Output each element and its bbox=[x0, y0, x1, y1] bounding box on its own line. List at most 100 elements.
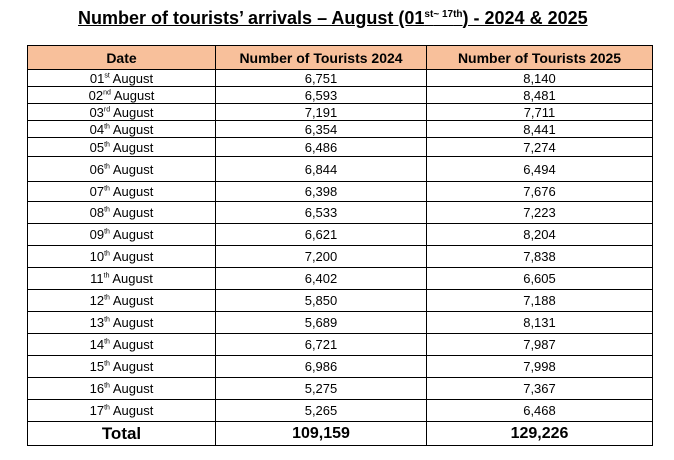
date-day: 17 bbox=[89, 403, 105, 418]
date-month: August bbox=[112, 249, 154, 264]
value-2024: 6,844 bbox=[215, 156, 427, 182]
value-2025: 7,188 bbox=[426, 289, 653, 312]
table-row: 04th August 6,354 8,441 bbox=[27, 120, 653, 138]
value-2024: 6,486 bbox=[215, 137, 427, 157]
value-2025: 7,838 bbox=[426, 245, 653, 268]
table-row: 15th August 6,986 7,998 bbox=[27, 355, 653, 378]
date-day: 07 bbox=[89, 184, 105, 199]
value-2024: 5,275 bbox=[215, 377, 427, 400]
date-suffix: th bbox=[104, 360, 110, 368]
date-month: August bbox=[113, 104, 154, 120]
value-2025: 7,998 bbox=[426, 355, 653, 378]
date-day: 12 bbox=[89, 293, 105, 308]
value-2024: 6,986 bbox=[215, 355, 427, 378]
date-suffix: th bbox=[104, 206, 110, 214]
value-2025: 7,367 bbox=[426, 377, 653, 400]
date-month: August bbox=[112, 121, 154, 137]
date-day: 13 bbox=[89, 315, 105, 330]
value-2025: 8,204 bbox=[426, 223, 653, 246]
value-2025: 7,274 bbox=[426, 137, 653, 157]
table-row: 06th August 6,844 6,494 bbox=[27, 156, 653, 182]
value-2024: 6,621 bbox=[215, 223, 427, 246]
date-cell: 16th August bbox=[27, 377, 216, 400]
value-2024: 6,533 bbox=[215, 201, 427, 224]
date-month: August bbox=[112, 315, 154, 330]
date-month: August bbox=[112, 205, 154, 220]
value-2024: 6,751 bbox=[215, 69, 427, 87]
table-row: 05th August 6,486 7,274 bbox=[27, 137, 653, 157]
date-cell: 08th August bbox=[27, 201, 216, 224]
date-cell: 05th August bbox=[27, 137, 216, 157]
date-day: 11 bbox=[90, 271, 104, 286]
date-day: 14 bbox=[89, 337, 105, 352]
date-day: 05 bbox=[89, 139, 105, 155]
value-2024: 7,200 bbox=[215, 245, 427, 268]
table-row: 12th August 5,850 7,188 bbox=[27, 289, 653, 312]
date-month: August bbox=[113, 87, 155, 103]
date-cell: 07th August bbox=[27, 181, 216, 202]
date-month: August bbox=[112, 381, 154, 396]
date-suffix: nd bbox=[103, 89, 111, 97]
table-body: 01st August 6,751 8,140 02nd August 6,593 8,4… bbox=[27, 69, 653, 446]
date-cell: 04th August bbox=[27, 120, 216, 138]
date-day: 04 bbox=[89, 121, 105, 137]
date-suffix: th bbox=[104, 185, 110, 193]
date-month: August bbox=[112, 70, 154, 86]
date-month: August bbox=[112, 293, 154, 308]
date-cell: 02nd August bbox=[27, 86, 216, 104]
date-suffix: th bbox=[104, 338, 110, 346]
value-2024: 6,398 bbox=[215, 181, 427, 202]
date-day: 02 bbox=[88, 87, 104, 103]
value-2024: 5,689 bbox=[215, 311, 427, 334]
total-2024: 109,159 bbox=[215, 421, 427, 446]
table-row: 02nd August 6,593 8,481 bbox=[27, 86, 653, 104]
table-row: 07th August 6,398 7,676 bbox=[27, 181, 653, 202]
date-suffix: th bbox=[104, 141, 110, 149]
date-cell: 09th August bbox=[27, 223, 216, 246]
value-2025: 7,676 bbox=[426, 181, 653, 202]
value-2025: 7,987 bbox=[426, 333, 653, 356]
date-cell: 10th August bbox=[27, 245, 216, 268]
table-row: 03rd August 7,191 7,711 bbox=[27, 103, 653, 121]
date-suffix: th bbox=[104, 316, 110, 324]
value-2025: 8,140 bbox=[426, 69, 653, 87]
header-2024: Number of Tourists 2024 bbox=[215, 45, 427, 70]
date-day: 03 bbox=[89, 104, 104, 120]
date-day: 06 bbox=[89, 161, 105, 177]
date-suffix: th bbox=[104, 228, 110, 236]
table-row: 11th August 6,402 6,605 bbox=[27, 267, 653, 290]
value-2024: 5,850 bbox=[215, 289, 427, 312]
table-row: 01st August 6,751 8,140 bbox=[27, 69, 653, 87]
date-cell: 12th August bbox=[27, 289, 216, 312]
table-row: 08th August 6,533 7,223 bbox=[27, 201, 653, 224]
date-suffix: th bbox=[104, 294, 110, 302]
date-day: 15 bbox=[89, 359, 105, 374]
date-cell: 14th August bbox=[27, 333, 216, 356]
date-cell: 11th August bbox=[27, 267, 216, 290]
table-header-row: Date Number of Tourists 2024 Number of T… bbox=[27, 45, 653, 70]
date-cell: 15th August bbox=[27, 355, 216, 378]
table-row: 13th August 5,689 8,131 bbox=[27, 311, 653, 334]
total-2025: 129,226 bbox=[426, 421, 653, 446]
date-month: August bbox=[112, 359, 154, 374]
date-cell: 03rd August bbox=[27, 103, 216, 121]
value-2025: 6,468 bbox=[426, 399, 653, 422]
date-month: August bbox=[112, 403, 154, 418]
tourist-arrivals-table: Date Number of Tourists 2024 Number of T… bbox=[27, 45, 653, 446]
header-date: Date bbox=[27, 45, 216, 70]
table-row: 10th August 7,200 7,838 bbox=[27, 245, 653, 268]
date-cell: 01st August bbox=[27, 69, 216, 87]
value-2024: 6,593 bbox=[215, 86, 427, 104]
value-2024: 5,265 bbox=[215, 399, 427, 422]
date-day: 08 bbox=[89, 205, 105, 220]
date-cell: 13th August bbox=[27, 311, 216, 334]
date-suffix: st bbox=[104, 72, 110, 80]
header-2025: Number of Tourists 2025 bbox=[426, 45, 653, 70]
date-day: 16 bbox=[89, 381, 105, 396]
total-row: Total 109,159 129,226 bbox=[27, 421, 653, 446]
table-row: 09th August 6,621 8,204 bbox=[27, 223, 653, 246]
date-suffix: th bbox=[104, 250, 110, 258]
date-suffix: th bbox=[104, 163, 110, 171]
value-2025: 6,494 bbox=[426, 156, 653, 182]
value-2024: 7,191 bbox=[215, 103, 427, 121]
